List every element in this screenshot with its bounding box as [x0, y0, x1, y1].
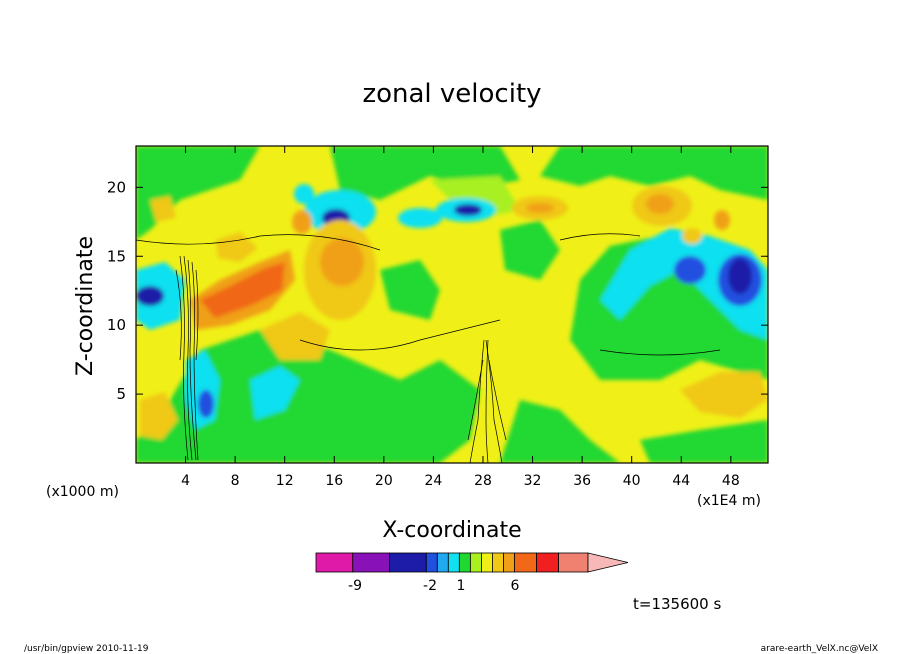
- x-tick-label: 24: [424, 473, 442, 489]
- y-tick-label: 5: [116, 385, 126, 403]
- y-tick-label: 20: [107, 178, 126, 196]
- x-tick-label: 12: [276, 473, 294, 489]
- y-tick-label: 15: [107, 247, 126, 265]
- x-axis-label: X-coordinate: [382, 518, 521, 543]
- chart-title: zonal velocity: [362, 79, 541, 109]
- colorbar-segment: [481, 552, 493, 573]
- x-unit-note: (x1E4 m): [697, 493, 761, 509]
- colorbar-label: 6: [511, 578, 520, 594]
- x-tick-label: 16: [325, 473, 343, 489]
- x-tick-label: 28: [474, 473, 492, 489]
- plot-frame: [135, 145, 769, 464]
- colorbar-segment: [447, 552, 460, 573]
- y-axis: 5 10 15 20: [107, 178, 768, 403]
- x-tick-label: 40: [623, 473, 641, 489]
- y-tick-label: 10: [107, 316, 126, 334]
- colorbar-segment: [503, 552, 515, 573]
- x-tick-label: 4: [181, 473, 190, 489]
- colorbar-segment: [536, 552, 559, 573]
- time-label: t=135600 s: [633, 595, 721, 613]
- x-tick-label: 8: [231, 473, 240, 489]
- colorbar-segment: [469, 552, 482, 573]
- colorbar-segment: [436, 552, 449, 573]
- colorbar-extension: [587, 552, 629, 573]
- colorbar-segment: [458, 552, 471, 573]
- colorbar-segment: [315, 552, 354, 573]
- x-axis: 4 8 12 16 20 24 28 32 36 40 44 48: [181, 146, 740, 489]
- colorbar-label: 1: [457, 578, 466, 594]
- colorbar-label: -2: [423, 578, 437, 594]
- colorbar-segment: [389, 552, 427, 573]
- contour-field: [136, 146, 768, 463]
- colorbar-segment: [425, 552, 438, 573]
- colorbar: -9 -2 1 6: [315, 552, 629, 594]
- footer-left: /usr/bin/gpview 2010-11-19: [24, 644, 149, 654]
- colorbar-segment: [514, 552, 537, 573]
- colorbar-segment: [492, 552, 504, 573]
- colorbar-label: -9: [348, 578, 362, 594]
- x-tick-label: 36: [573, 473, 591, 489]
- y-axis-label: Z-coordinate: [73, 236, 98, 376]
- z-unit-note: (x1000 m): [46, 484, 119, 500]
- x-tick-label: 32: [524, 473, 542, 489]
- colorbar-segment: [352, 552, 390, 573]
- colorbar-segment: [558, 552, 589, 573]
- footer-right: arare-earth_VelX.nc@VelX: [761, 644, 878, 654]
- x-tick-label: 44: [672, 473, 690, 489]
- x-tick-label: 48: [722, 473, 740, 489]
- x-tick-label: 20: [375, 473, 393, 489]
